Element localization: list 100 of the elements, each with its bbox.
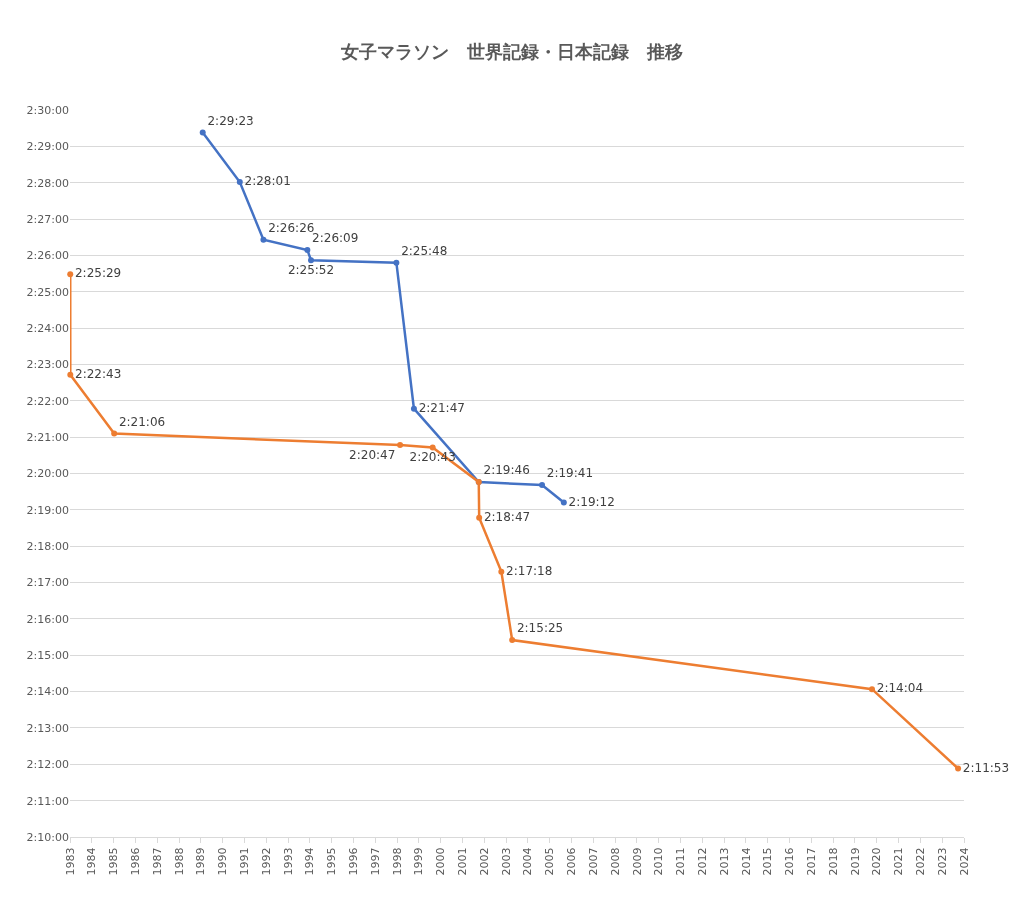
point [560, 499, 567, 506]
x-tick-label: 2023 [935, 847, 949, 876]
x-tick-label: 2014 [739, 847, 753, 876]
x-tick-label: 1987 [150, 847, 164, 876]
data-label: 2:15:25 [516, 621, 564, 636]
data-label: 2:25:48 [401, 243, 448, 258]
x-tick-label: 2000 [434, 847, 448, 876]
x-tick-label: 1999 [412, 847, 426, 876]
point [509, 637, 516, 644]
y-tick-label: 2:16:00 [26, 612, 69, 626]
y-tick-label: 2:26:00 [26, 249, 69, 263]
data-label: 2:26:26 [268, 220, 315, 235]
x-tick-label: 2001 [456, 847, 470, 876]
x-tick-label: 2024 [957, 847, 971, 876]
x-tick-label: 1983 [63, 847, 77, 876]
x-tick-label: 2007 [586, 847, 600, 876]
y-tick-label: 2:13:00 [26, 721, 69, 735]
x-tick-label: 1989 [194, 847, 208, 876]
y-tick-label: 2:28:00 [26, 176, 69, 190]
data-label: 2:28:01 [244, 174, 291, 189]
y-tick-label: 2:10:00 [26, 830, 69, 844]
data-label: 2:11:53 [962, 760, 1010, 775]
y-tick-label: 2:23:00 [26, 358, 69, 372]
point [869, 686, 875, 693]
x-tick-label: 2013 [717, 847, 731, 876]
x-tick-label: 1986 [129, 847, 142, 876]
data-label: 2:25:52 [287, 263, 335, 277]
x-tick-label: 2018 [826, 847, 840, 876]
x-tick-label: 1994 [303, 847, 317, 876]
y-tick-label: 2:29:00 [26, 140, 69, 154]
data-label: 2:26:09 [312, 231, 359, 246]
x-tick-label: 2010 [652, 847, 666, 876]
y-tick-label: 2:12:00 [26, 758, 69, 772]
point [111, 430, 118, 437]
point [429, 444, 436, 451]
data-label: 2:17:18 [506, 563, 553, 578]
data-label: 2:19:12 [568, 494, 615, 509]
y-tick-label: 2:27:00 [26, 212, 69, 226]
point [67, 271, 74, 278]
x-tick-label: 1984 [85, 847, 99, 876]
data-label: 2:19:41 [546, 466, 594, 481]
data-label: 2:25:29 [74, 266, 122, 281]
x-tick-label: 2008 [608, 847, 622, 876]
x-tick-label: 2004 [521, 847, 535, 876]
chart-title: 女子マラソン 世界記録・日本記録 推移 [340, 40, 683, 62]
data-label: 2:20:47 [349, 447, 396, 462]
y-tick-label: 2:18:00 [26, 540, 69, 554]
x-tick-label: 2021 [892, 847, 906, 876]
x-tick-label: 2015 [761, 847, 775, 876]
point [410, 405, 417, 412]
x-tick-label: 2006 [565, 847, 579, 876]
x-tick-label: 2022 [913, 847, 927, 876]
x-tick-label: 1996 [347, 847, 361, 876]
x-tick-label: 1985 [107, 847, 121, 876]
x-tick-label: 2020 [870, 847, 884, 876]
y-tick-label: 2:20:00 [26, 467, 69, 481]
data-label: 2:29:23 [207, 113, 254, 128]
x-tick-label: 1988 [172, 847, 186, 876]
y-tick-label: 2:14:00 [26, 685, 69, 699]
point [236, 179, 243, 186]
y-tick-label: 2:22:00 [26, 394, 69, 408]
point [67, 371, 74, 378]
point [393, 259, 400, 266]
data-label: 2:21:47 [418, 400, 465, 415]
y-tick-label: 2:30:00 [26, 103, 69, 117]
data-label: 2:18:47 [483, 509, 531, 524]
data-label: 2:14:04 [876, 681, 924, 696]
x-tick-label: 1998 [390, 847, 404, 876]
point [304, 246, 311, 253]
y-tick-label: 2:15:00 [26, 649, 69, 663]
point [498, 568, 505, 575]
point [260, 236, 267, 243]
data-label: 2:22:43 [75, 366, 122, 381]
y-tick-label: 2:25:00 [26, 285, 69, 299]
x-tick-label: 2009 [630, 847, 644, 876]
y-tick-label: 2:19:00 [26, 503, 69, 517]
point [397, 442, 404, 449]
x-tick-label: 2017 [804, 847, 818, 876]
y-tick-label: 2:21:00 [26, 431, 69, 444]
x-tick-label: 2005 [543, 847, 557, 876]
x-tick-label: 1991 [238, 847, 252, 876]
y-tick-label: 2:17:00 [26, 576, 69, 590]
x-tick-label: 2016 [783, 847, 797, 876]
x-tick-label: 2011 [674, 847, 688, 876]
y-tick-label: 2:11:00 [26, 794, 69, 808]
x-tick-label: 2019 [848, 847, 862, 876]
y-tick-label: 2:24:00 [26, 321, 69, 335]
x-tick-label: 2003 [499, 847, 513, 876]
point [199, 129, 206, 136]
point [308, 257, 315, 264]
x-tick-label: 2012 [695, 847, 709, 876]
x-tick-label: 1997 [368, 847, 382, 876]
data-label: 2:21:06 [118, 414, 166, 429]
x-tick-label: 1990 [216, 847, 230, 876]
x-tick-label: 2002 [477, 847, 491, 876]
point [476, 514, 483, 521]
point [539, 482, 546, 489]
x-tick-label: 1995 [325, 847, 339, 876]
data-label: 2:19:46 [483, 463, 530, 478]
point [955, 765, 962, 772]
